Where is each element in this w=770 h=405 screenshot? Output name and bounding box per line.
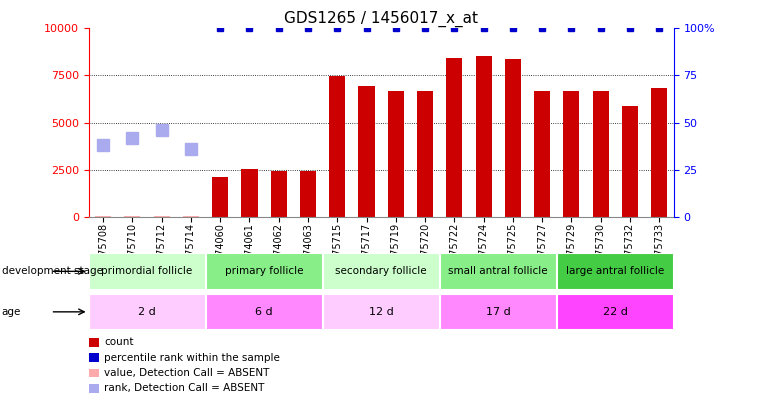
Bar xyxy=(564,92,579,217)
Text: development stage: development stage xyxy=(2,266,102,276)
Bar xyxy=(359,86,374,217)
Bar xyxy=(593,92,608,217)
Bar xyxy=(213,177,228,217)
Text: count: count xyxy=(104,337,133,347)
Bar xyxy=(183,215,199,217)
Bar xyxy=(447,58,462,217)
Bar xyxy=(476,55,491,217)
Text: small antral follicle: small antral follicle xyxy=(448,266,548,276)
Text: value, Detection Call = ABSENT: value, Detection Call = ABSENT xyxy=(104,368,270,378)
Bar xyxy=(440,294,557,330)
Bar xyxy=(95,215,111,217)
Bar xyxy=(206,253,323,290)
Bar xyxy=(323,294,440,330)
Text: 12 d: 12 d xyxy=(369,307,393,317)
Bar xyxy=(534,92,550,217)
Bar xyxy=(300,171,316,217)
Text: 17 d: 17 d xyxy=(486,307,511,317)
Text: 6 d: 6 d xyxy=(256,307,273,317)
Title: GDS1265 / 1456017_x_at: GDS1265 / 1456017_x_at xyxy=(284,11,478,27)
Bar xyxy=(206,294,323,330)
Text: age: age xyxy=(2,307,21,317)
Text: primordial follicle: primordial follicle xyxy=(102,266,192,276)
Bar xyxy=(271,171,286,217)
Bar xyxy=(89,253,206,290)
Bar xyxy=(125,215,140,217)
Bar xyxy=(557,253,674,290)
Bar xyxy=(323,253,440,290)
Bar xyxy=(505,60,521,217)
Text: 22 d: 22 d xyxy=(603,307,628,317)
Bar xyxy=(388,92,403,217)
Bar xyxy=(651,87,667,217)
Text: rank, Detection Call = ABSENT: rank, Detection Call = ABSENT xyxy=(104,384,264,393)
Bar xyxy=(417,92,433,217)
Bar xyxy=(330,77,345,217)
Text: large antral follicle: large antral follicle xyxy=(566,266,665,276)
Text: percentile rank within the sample: percentile rank within the sample xyxy=(104,353,280,362)
Bar xyxy=(89,294,206,330)
Text: 2 d: 2 d xyxy=(138,307,156,317)
Bar xyxy=(242,168,257,217)
Bar xyxy=(440,253,557,290)
Bar xyxy=(557,294,674,330)
Bar xyxy=(154,215,169,217)
Text: secondary follicle: secondary follicle xyxy=(336,266,427,276)
Text: primary follicle: primary follicle xyxy=(225,266,303,276)
Bar xyxy=(622,106,638,217)
